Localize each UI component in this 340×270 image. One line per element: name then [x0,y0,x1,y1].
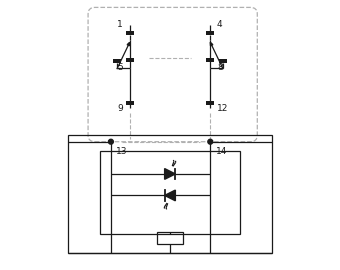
Text: 5: 5 [117,63,123,72]
Bar [126,101,134,105]
Polygon shape [165,190,175,201]
Bar [156,232,184,244]
Bar [126,58,134,62]
Bar [126,31,134,35]
Text: 4: 4 [217,20,223,29]
Text: 12: 12 [217,104,228,113]
Text: 1: 1 [117,20,123,29]
Bar [100,151,240,234]
Text: 8: 8 [217,63,223,72]
Bar [219,59,227,63]
Circle shape [208,139,213,144]
Bar [68,135,272,253]
Text: 14: 14 [216,147,227,156]
Bar [206,58,214,62]
Bar [206,31,214,35]
Circle shape [108,139,113,144]
Text: 9: 9 [117,104,123,113]
Polygon shape [127,42,130,46]
Bar [206,101,214,105]
Polygon shape [165,168,175,179]
Text: 13: 13 [116,147,128,156]
Polygon shape [210,42,213,46]
Bar [113,59,121,63]
